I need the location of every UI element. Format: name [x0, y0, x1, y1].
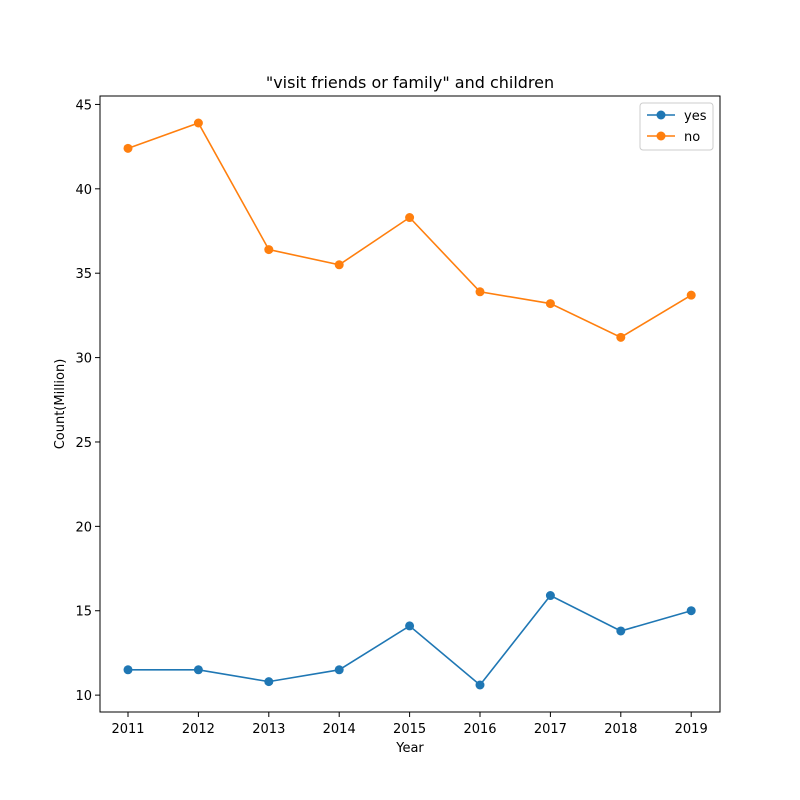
data-point-yes [264, 677, 274, 687]
y-axis-label: Count(Million) [53, 359, 68, 450]
data-point-yes [686, 606, 696, 616]
x-tick-label: 2018 [604, 722, 637, 737]
data-point-no [264, 245, 274, 255]
y-tick-label: 45 [75, 98, 92, 113]
data-point-no [193, 118, 203, 128]
x-tick-label: 2015 [393, 722, 426, 737]
legend: yes no [639, 102, 714, 151]
chart-title: "visit friends or family" and children [266, 73, 554, 92]
legend-label-yes: yes [684, 109, 707, 124]
y-tick-label: 10 [75, 689, 92, 704]
data-point-yes [545, 591, 555, 601]
data-point-no [616, 332, 626, 342]
x-tick-label: 2012 [182, 722, 215, 737]
series-line-yes [128, 594, 692, 687]
y-tick-label: 25 [75, 436, 92, 451]
x-tick-label: 2013 [252, 722, 285, 737]
data-point-no [686, 290, 696, 300]
legend-marker-no [656, 131, 666, 141]
data-point-yes [123, 665, 133, 675]
x-tick-label: 2016 [463, 722, 496, 737]
plot-frame [99, 95, 721, 713]
data-point-yes [193, 665, 203, 675]
x-tick-label: 2011 [111, 722, 144, 737]
legend-marker-yes [656, 110, 666, 120]
x-tick-label: 2014 [323, 722, 356, 737]
x-axis-label: Year [395, 741, 424, 756]
data-point-no [334, 260, 344, 270]
y-tick-label: 30 [75, 352, 92, 367]
data-point-yes [405, 621, 415, 631]
y-tick-label: 35 [75, 267, 92, 282]
data-point-yes [334, 665, 344, 675]
data-point-yes [475, 680, 485, 690]
x-tick-label: 2019 [675, 722, 708, 737]
y-tick-label: 15 [75, 605, 92, 620]
data-point-yes [616, 626, 626, 636]
x-tick-label: 2017 [534, 722, 567, 737]
data-point-no [545, 299, 555, 309]
y-tick-label: 20 [75, 520, 92, 535]
legend-label-no: no [684, 130, 700, 145]
y-tick-label: 40 [75, 183, 92, 198]
data-point-no [475, 287, 485, 297]
data-point-no [405, 213, 415, 223]
series-line-no [127, 122, 692, 339]
data-point-no [123, 143, 133, 153]
